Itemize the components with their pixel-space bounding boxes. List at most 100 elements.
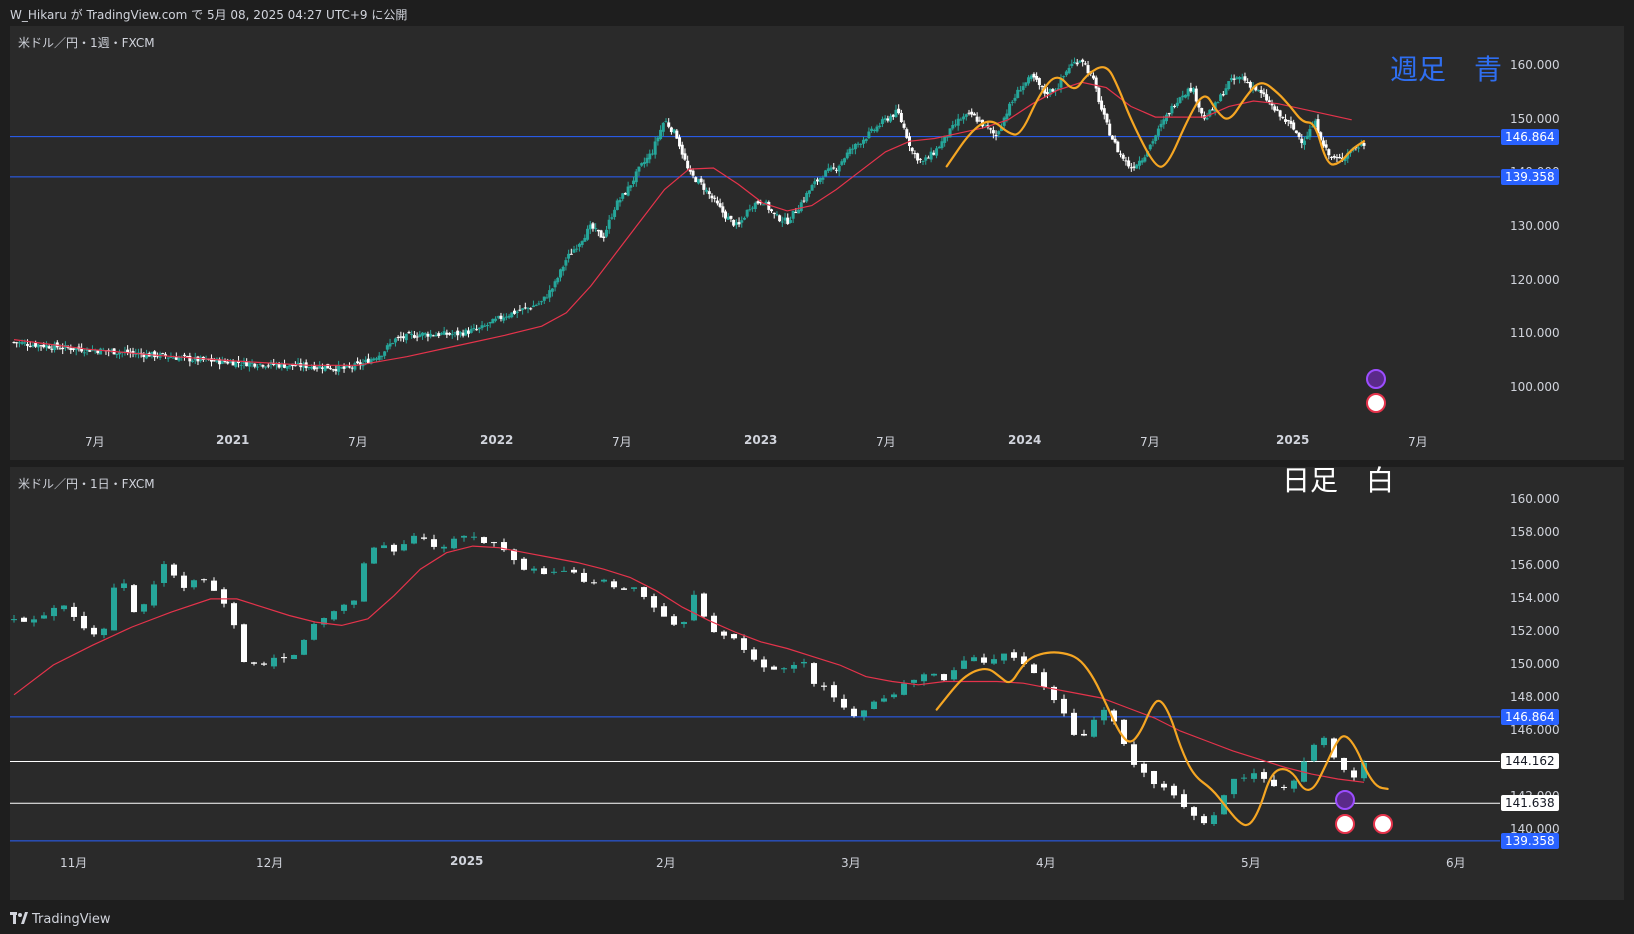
candle-body (47, 346, 51, 349)
candle-body (856, 143, 860, 145)
weekly-chart-canvas[interactable] (10, 26, 1624, 460)
weekly-event-us-flag-icon[interactable] (1366, 393, 1386, 413)
candle-body (967, 112, 971, 114)
candle-body (434, 334, 438, 337)
candle-body (1335, 157, 1339, 159)
candle-body (323, 365, 327, 371)
candle-body (991, 130, 995, 134)
weekly-event-flash-icon[interactable] (1366, 369, 1386, 389)
candle-body (970, 111, 974, 115)
candle-body (1001, 653, 1007, 661)
candle-body (402, 336, 406, 339)
candle-body (1013, 97, 1017, 101)
candle-body (916, 153, 920, 161)
candle-body (1056, 88, 1060, 90)
candle-body (772, 212, 776, 214)
candle-body (680, 144, 684, 155)
candle-body (870, 128, 874, 131)
candle-body (429, 333, 433, 337)
candle-body (1324, 144, 1328, 148)
candle-body (311, 623, 317, 640)
candle-body (1241, 777, 1247, 779)
candle-body (786, 217, 790, 224)
candle-body (1294, 130, 1298, 133)
candle-body (281, 657, 287, 659)
candle-body (431, 539, 437, 547)
daily-chart-panel[interactable]: 米ドル／円・1日・FXCM 日足 白 140.000142.000144.000… (10, 464, 1624, 900)
candle-body (88, 350, 92, 352)
candle-body (255, 366, 259, 368)
daily-chart-canvas[interactable] (10, 467, 1624, 900)
weekly-chart-panel[interactable]: 米ドル／円・1週・FXCM 週足 青 100.000 110.000 120.000… (10, 26, 1624, 460)
candle-body (242, 360, 246, 364)
candle-body (742, 217, 746, 220)
candle-body (66, 346, 70, 348)
candle-body (1221, 94, 1225, 96)
candle-body (905, 129, 909, 138)
candle-body (1216, 102, 1220, 104)
moving-average-line[interactable] (13, 81, 1352, 366)
daily-event-us-flag-icon[interactable] (1335, 814, 1355, 834)
tradingview-logo[interactable]: TradingView (10, 912, 111, 927)
candle-body (1081, 59, 1085, 62)
candle-body (191, 580, 197, 588)
candle-body (1292, 122, 1296, 130)
candle-body (169, 357, 173, 359)
moving-average-line[interactable] (13, 545, 1365, 783)
candle-body (671, 616, 677, 625)
y-tick-label: 140.000 (1510, 822, 1560, 837)
candle-body (412, 335, 416, 338)
daily-event-us-flag-icon-2[interactable] (1373, 814, 1393, 834)
candle-body (507, 315, 511, 318)
candle-body (513, 310, 517, 314)
candle-body (326, 363, 330, 369)
trend-drawing-line[interactable] (935, 651, 1389, 827)
daily-event-flash-icon[interactable] (1335, 790, 1355, 810)
candle-body (1208, 109, 1212, 117)
candle-body (932, 152, 936, 155)
candle-body (1359, 144, 1363, 146)
candle-body (220, 359, 224, 364)
candle-body (301, 639, 307, 655)
candle-body (1178, 97, 1182, 103)
candle-body (661, 122, 665, 132)
candle-body (701, 593, 707, 617)
candle-body (351, 600, 357, 605)
candle-body (878, 125, 882, 127)
candle-body (724, 211, 728, 219)
candle-body (751, 207, 755, 209)
candle-body (331, 611, 337, 620)
candle-body (1259, 89, 1263, 94)
candle-body (174, 356, 178, 360)
candle-body (253, 363, 257, 367)
candle-body (1151, 141, 1155, 144)
candle-body (1061, 698, 1067, 714)
candle-body (748, 209, 752, 211)
candle-body (1116, 141, 1120, 153)
candle-body (164, 354, 168, 357)
price-line-label: 146.864 (1501, 708, 1559, 725)
candle-body (1254, 85, 1258, 91)
candle-body (288, 364, 292, 367)
candle-body (683, 153, 687, 160)
candle-body (450, 334, 454, 336)
candle-body (1229, 78, 1233, 81)
candle-body (840, 161, 844, 165)
candle-body (872, 129, 876, 131)
candle-body (1159, 123, 1163, 128)
candle-body (713, 197, 717, 199)
candle-body (188, 355, 192, 362)
trend-drawing-line[interactable] (945, 66, 1366, 168)
candle-body (575, 248, 579, 250)
candle-body (1031, 664, 1037, 674)
candle-body (318, 365, 322, 369)
candle-body (74, 348, 78, 351)
candle-body (767, 201, 771, 210)
candle-body (307, 367, 311, 369)
candle-body (526, 307, 530, 309)
candle-body (171, 564, 177, 576)
candle-body (978, 120, 982, 122)
candle-body (461, 535, 467, 538)
brand-text: TradingView (32, 912, 111, 927)
candle-body (972, 113, 976, 116)
